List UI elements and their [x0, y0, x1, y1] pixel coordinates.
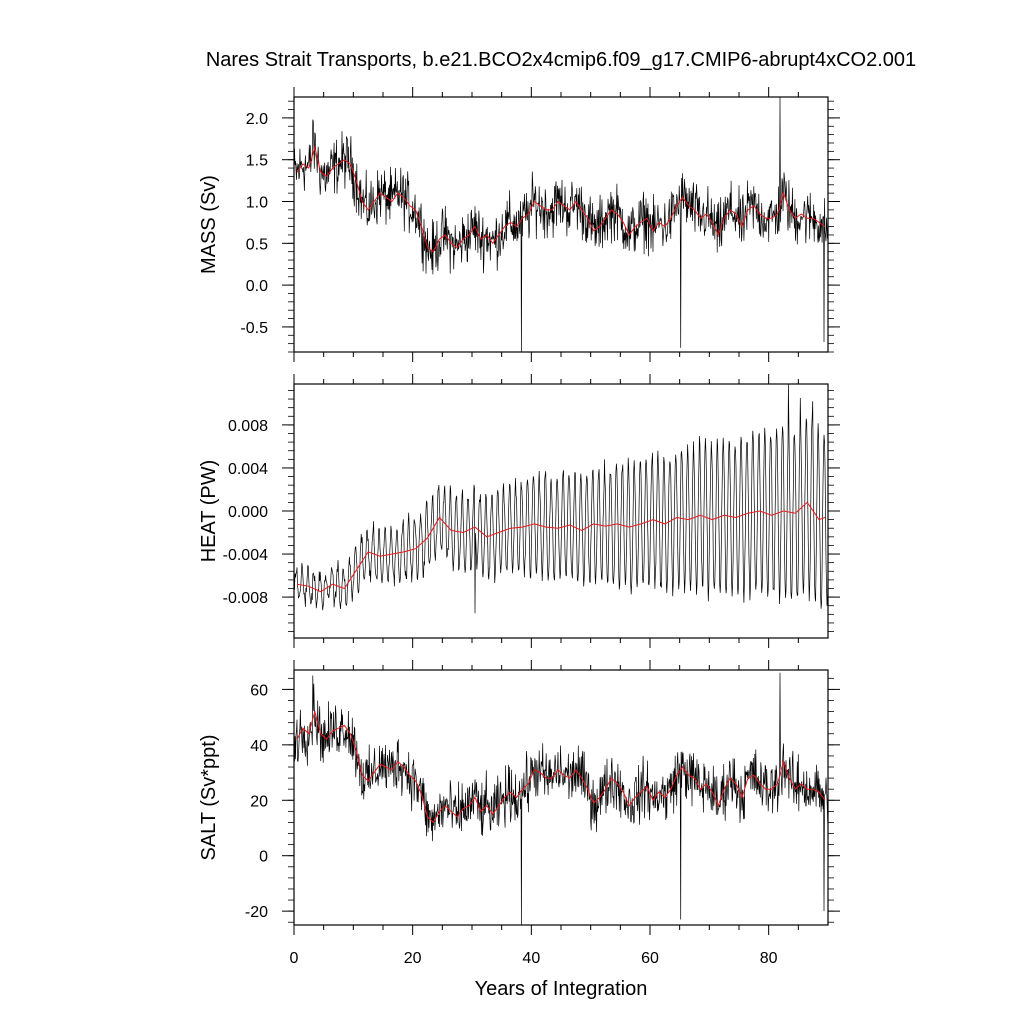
panel-heat: 0.008 0.004 0.000 -0.004 -0.008 HEAT (PW) [198, 374, 840, 648]
salt-annual-mean-line [296, 709, 826, 824]
mass-annual-mean-line [296, 145, 826, 253]
chart-title: Nares Strait Transports, b.e21.BCO2x4cmi… [206, 49, 916, 71]
heat-y-tick-label: 0.000 [228, 504, 268, 521]
mass-y-tick-label: 0.5 [246, 236, 268, 253]
heat-y-axis-label: HEAT (PW) [198, 460, 220, 563]
salt-y-tick-label: -20 [245, 904, 268, 921]
x-axis-label: Years of Integration [475, 978, 648, 1000]
x-tick-label: 60 [641, 950, 659, 967]
heat-y-tick-label: -0.008 [223, 590, 268, 607]
mass-y-tick-label: 1.0 [246, 195, 268, 212]
heat-y-tick-label: 0.004 [228, 461, 268, 478]
x-tick-label: 0 [290, 950, 299, 967]
panel-salt: 0 20 40 60 80 60 40 20 0 -20 SALT (Sv*ppt) [198, 660, 840, 967]
x-tick-label: 20 [404, 950, 422, 967]
x-tick-label: 80 [760, 950, 778, 967]
salt-y-tick-label: 60 [250, 682, 268, 699]
heat-y-tick-label: -0.004 [223, 547, 268, 564]
mass-y-tick-label: 1.5 [246, 153, 268, 170]
salt-y-axis-label: SALT (Sv*ppt) [198, 735, 220, 861]
mass-y-axis-label: MASS (Sv) [198, 175, 220, 274]
salt-y-tick-label: 20 [250, 793, 268, 810]
heat-monthly-series-line [294, 384, 828, 614]
panel-mass: 2.0 1.5 1.0 0.5 0.0 -0.5 MASS (Sv) [198, 87, 840, 362]
x-tick-label: 40 [522, 950, 540, 967]
mass-y-tick-label: 0.0 [246, 278, 268, 295]
heat-annual-mean-line [296, 501, 826, 593]
salt-monthly-series-line [294, 672, 828, 925]
salt-y-tick-label: 0 [259, 849, 268, 866]
mass-y-tick-label: -0.5 [240, 320, 268, 337]
mass-y-tick-label: 2.0 [246, 111, 268, 128]
heat-y-tick-label: 0.008 [228, 418, 268, 435]
salt-y-tick-label: 40 [250, 738, 268, 755]
